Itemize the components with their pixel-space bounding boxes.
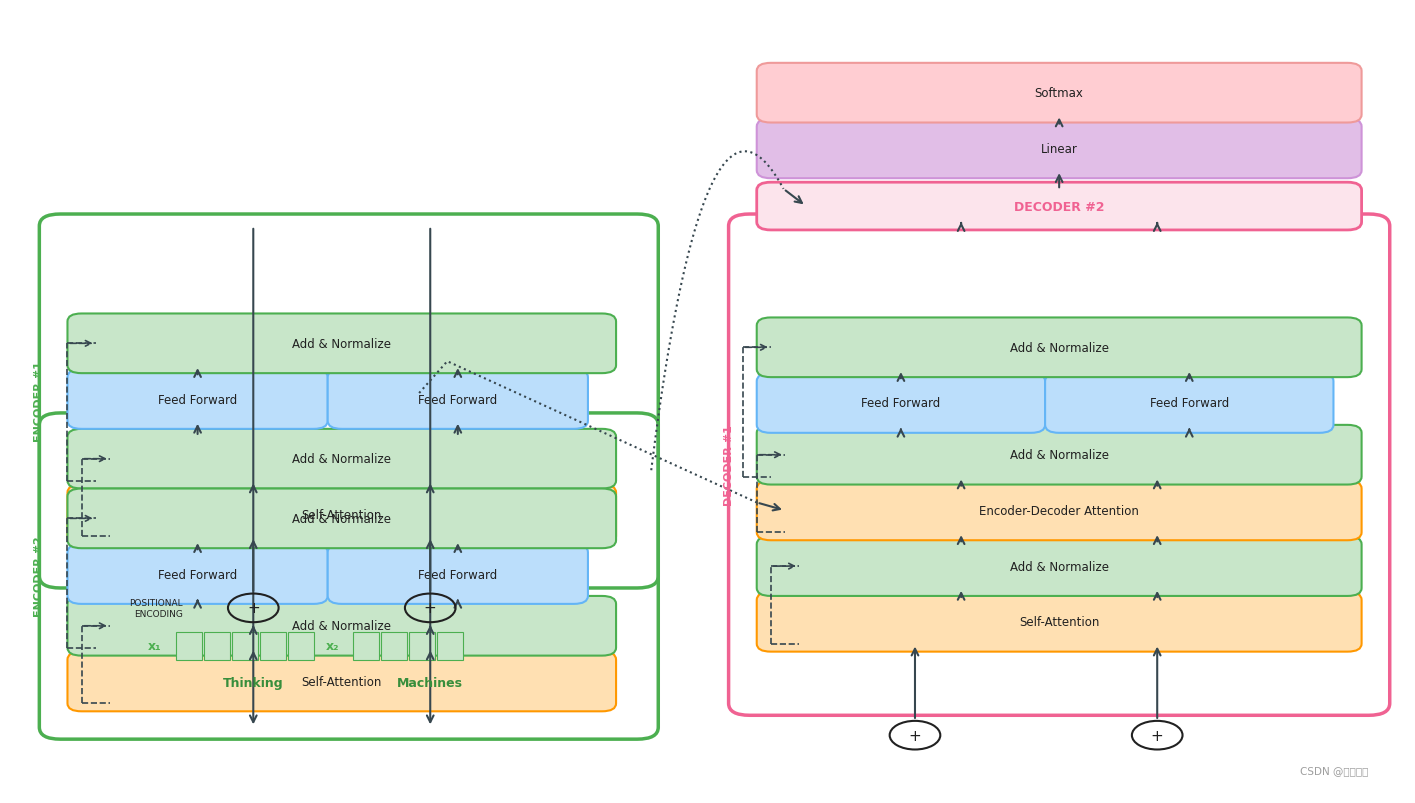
- Text: Machines: Machines: [398, 675, 463, 689]
- FancyBboxPatch shape: [1046, 373, 1333, 434]
- FancyBboxPatch shape: [68, 596, 616, 656]
- Text: Add & Normalize: Add & Normalize: [293, 619, 392, 633]
- FancyBboxPatch shape: [204, 632, 229, 660]
- FancyBboxPatch shape: [328, 544, 589, 604]
- Text: Encoder-Decoder Attention: Encoder-Decoder Attention: [979, 504, 1139, 517]
- Text: Feed Forward: Feed Forward: [158, 568, 238, 581]
- FancyBboxPatch shape: [757, 318, 1361, 377]
- Text: +: +: [246, 601, 260, 616]
- Text: +: +: [1150, 728, 1163, 743]
- FancyBboxPatch shape: [757, 373, 1046, 434]
- FancyBboxPatch shape: [352, 632, 379, 660]
- FancyBboxPatch shape: [68, 489, 616, 548]
- Text: Feed Forward: Feed Forward: [419, 393, 498, 406]
- Text: Feed Forward: Feed Forward: [1149, 397, 1228, 410]
- FancyBboxPatch shape: [328, 369, 589, 430]
- FancyBboxPatch shape: [232, 632, 258, 660]
- Text: +: +: [424, 601, 437, 616]
- FancyBboxPatch shape: [381, 632, 408, 660]
- Text: Add & Normalize: Add & Normalize: [1010, 341, 1109, 354]
- Text: DECODER #1: DECODER #1: [723, 425, 733, 505]
- Text: POSITIONAL
ENCODING: POSITIONAL ENCODING: [129, 598, 183, 618]
- Text: Feed Forward: Feed Forward: [862, 397, 941, 410]
- Text: Self-Attention: Self-Attention: [1019, 616, 1099, 629]
- FancyBboxPatch shape: [437, 632, 463, 660]
- Text: Self-Attention: Self-Attention: [301, 508, 382, 521]
- FancyBboxPatch shape: [757, 63, 1361, 124]
- Text: Add & Normalize: Add & Normalize: [293, 512, 392, 525]
- FancyBboxPatch shape: [68, 369, 328, 430]
- Text: Softmax: Softmax: [1034, 87, 1084, 100]
- FancyBboxPatch shape: [260, 632, 286, 660]
- Text: +: +: [908, 728, 921, 743]
- Text: Feed Forward: Feed Forward: [419, 568, 498, 581]
- FancyBboxPatch shape: [68, 314, 616, 373]
- Text: x₂: x₂: [325, 639, 338, 652]
- FancyBboxPatch shape: [68, 430, 616, 489]
- Text: x₁: x₁: [149, 639, 161, 652]
- FancyBboxPatch shape: [68, 544, 328, 604]
- Text: Add & Normalize: Add & Normalize: [293, 337, 392, 350]
- Text: DECODER #2: DECODER #2: [1015, 200, 1105, 214]
- FancyBboxPatch shape: [757, 183, 1361, 230]
- FancyBboxPatch shape: [757, 593, 1361, 652]
- Text: Add & Normalize: Add & Normalize: [293, 453, 392, 466]
- FancyBboxPatch shape: [757, 536, 1361, 596]
- Text: Add & Normalize: Add & Normalize: [1010, 449, 1109, 462]
- FancyBboxPatch shape: [68, 652, 616, 711]
- FancyBboxPatch shape: [757, 481, 1361, 540]
- Text: Feed Forward: Feed Forward: [158, 393, 238, 406]
- Text: Self-Attention: Self-Attention: [301, 675, 382, 688]
- FancyBboxPatch shape: [289, 632, 314, 660]
- FancyBboxPatch shape: [757, 426, 1361, 485]
- FancyBboxPatch shape: [175, 632, 202, 660]
- Text: Linear: Linear: [1040, 143, 1078, 156]
- Text: Thinking: Thinking: [224, 675, 283, 689]
- FancyBboxPatch shape: [409, 632, 434, 660]
- Text: Add & Normalize: Add & Normalize: [1010, 560, 1109, 573]
- FancyBboxPatch shape: [757, 120, 1361, 179]
- Text: ENCODER #2: ENCODER #2: [34, 536, 44, 617]
- Text: ENCODER #1: ENCODER #1: [34, 361, 44, 442]
- Text: CSDN @镰刀韭菜: CSDN @镰刀韭菜: [1300, 765, 1368, 775]
- FancyBboxPatch shape: [68, 485, 616, 544]
